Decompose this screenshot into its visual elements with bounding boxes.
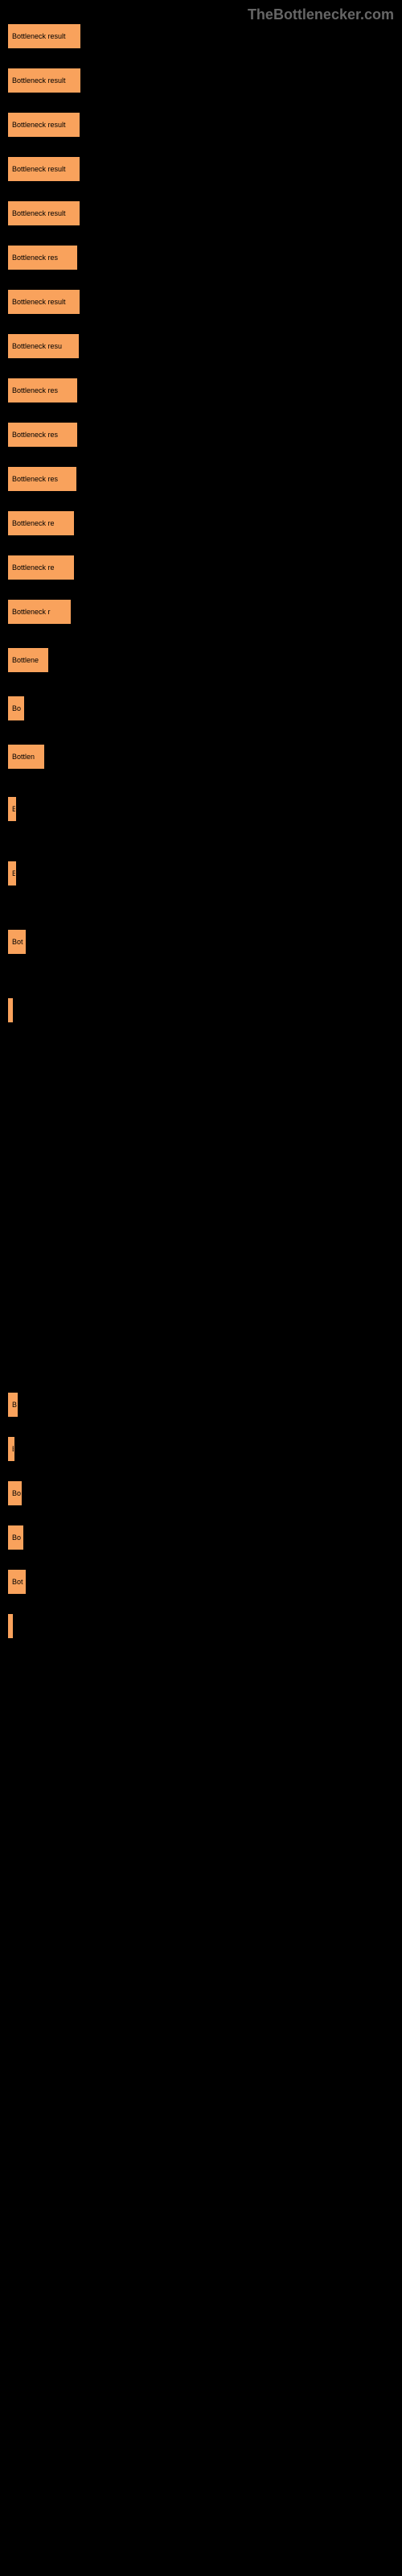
bar: [8, 998, 13, 1022]
bar-row: Bottleneck result: [8, 290, 370, 314]
bar-wrapper: Bottleneck res: [8, 246, 370, 270]
bar-wrapper: Bo: [8, 1481, 370, 1505]
bar-row: Bot: [8, 930, 370, 954]
bar-row: Bottleneck r: [8, 600, 370, 624]
bar: Bot: [8, 930, 26, 954]
bar-row: Bottleneck result: [8, 157, 370, 181]
bar: Bottleneck res: [8, 378, 77, 402]
bar: Bottleneck result: [8, 290, 80, 314]
bar: Bot: [8, 1570, 26, 1594]
bar-wrapper: Bottleneck result: [8, 113, 370, 137]
bar: Bottleneck re: [8, 511, 74, 535]
bar: Bo: [8, 1481, 22, 1505]
bar-row: B: [8, 861, 370, 886]
bar-row: B: [8, 797, 370, 821]
bar-row: B: [8, 1393, 370, 1417]
bar-wrapper: B: [8, 1393, 370, 1417]
bar: Bottleneck res: [8, 467, 76, 491]
brand-watermark: TheBottlenecker.com: [248, 6, 394, 23]
bar-wrapper: [8, 998, 370, 1022]
bar-wrapper: Bottleneck result: [8, 290, 370, 314]
bar-wrapper: Bo: [8, 1525, 370, 1550]
bar-row: B: [8, 1437, 370, 1461]
bar-row: Bottleneck res: [8, 246, 370, 270]
bar-wrapper: Bo: [8, 696, 370, 720]
bar: Bottleneck result: [8, 113, 80, 137]
bar-wrapper: Bot: [8, 1570, 370, 1594]
bar-row: Bottleneck result: [8, 68, 370, 93]
bar: [8, 1614, 13, 1638]
bar: Bottleneck result: [8, 68, 80, 93]
bar-wrapper: Bottleneck resu: [8, 334, 370, 358]
bar-wrapper: Bottlen: [8, 745, 370, 769]
bar-wrapper: Bottleneck re: [8, 511, 370, 535]
bar-wrapper: Bottleneck res: [8, 467, 370, 491]
bar-row: Bottleneck res: [8, 378, 370, 402]
bar-row: Bo: [8, 1481, 370, 1505]
bar-row: Bottlen: [8, 745, 370, 769]
bar: B: [8, 861, 16, 886]
bar: B: [8, 1437, 14, 1461]
bar-wrapper: Bottlene: [8, 648, 370, 672]
bar-wrapper: Bottleneck result: [8, 201, 370, 225]
bar: Bo: [8, 696, 24, 720]
bar: Bottleneck result: [8, 157, 80, 181]
bar-wrapper: Bottleneck result: [8, 24, 370, 48]
bar: Bottleneck re: [8, 555, 74, 580]
bar-row: Bottleneck result: [8, 201, 370, 225]
bar: B: [8, 1393, 18, 1417]
bar-row: Bottleneck result: [8, 113, 370, 137]
chart-container: Bottleneck result Bottleneck result Bottle…: [0, 0, 402, 1638]
bar-row: Bottleneck re: [8, 511, 370, 535]
bar: Bottleneck res: [8, 423, 77, 447]
bar: Bottleneck r: [8, 600, 71, 624]
bar-wrapper: Bottleneck res: [8, 378, 370, 402]
bar-wrapper: [8, 1614, 370, 1638]
bar-wrapper: B: [8, 861, 370, 886]
bar: Bottleneck res: [8, 246, 77, 270]
bar-wrapper: Bottleneck res: [8, 423, 370, 447]
bar-row: Bottleneck re: [8, 555, 370, 580]
bar: Bottleneck result: [8, 24, 80, 48]
bar-row: [8, 998, 370, 1022]
bar-row: Bottleneck res: [8, 423, 370, 447]
bar-row: Bot: [8, 1570, 370, 1594]
bar-row: Bottleneck res: [8, 467, 370, 491]
bar-row: Bo: [8, 696, 370, 720]
bar-row: [8, 1614, 370, 1638]
bar-row: Bottleneck result: [8, 24, 370, 48]
bar: Bottlen: [8, 745, 44, 769]
bar-wrapper: B: [8, 1437, 370, 1461]
bar: Bottlene: [8, 648, 48, 672]
bar-row: Bottlene: [8, 648, 370, 672]
bars-area: Bottleneck result Bottleneck result Bottle…: [8, 24, 370, 1638]
bar-wrapper: Bottleneck result: [8, 157, 370, 181]
bar: Bo: [8, 1525, 23, 1550]
bar-row: Bo: [8, 1525, 370, 1550]
bar-wrapper: Bottleneck re: [8, 555, 370, 580]
bar-wrapper: Bottleneck r: [8, 600, 370, 624]
bar-wrapper: Bot: [8, 930, 370, 954]
bar-wrapper: B: [8, 797, 370, 821]
bar: Bottleneck result: [8, 201, 80, 225]
bar-row: Bottleneck resu: [8, 334, 370, 358]
bar-wrapper: Bottleneck result: [8, 68, 370, 93]
bar: Bottleneck resu: [8, 334, 79, 358]
bar: B: [8, 797, 16, 821]
